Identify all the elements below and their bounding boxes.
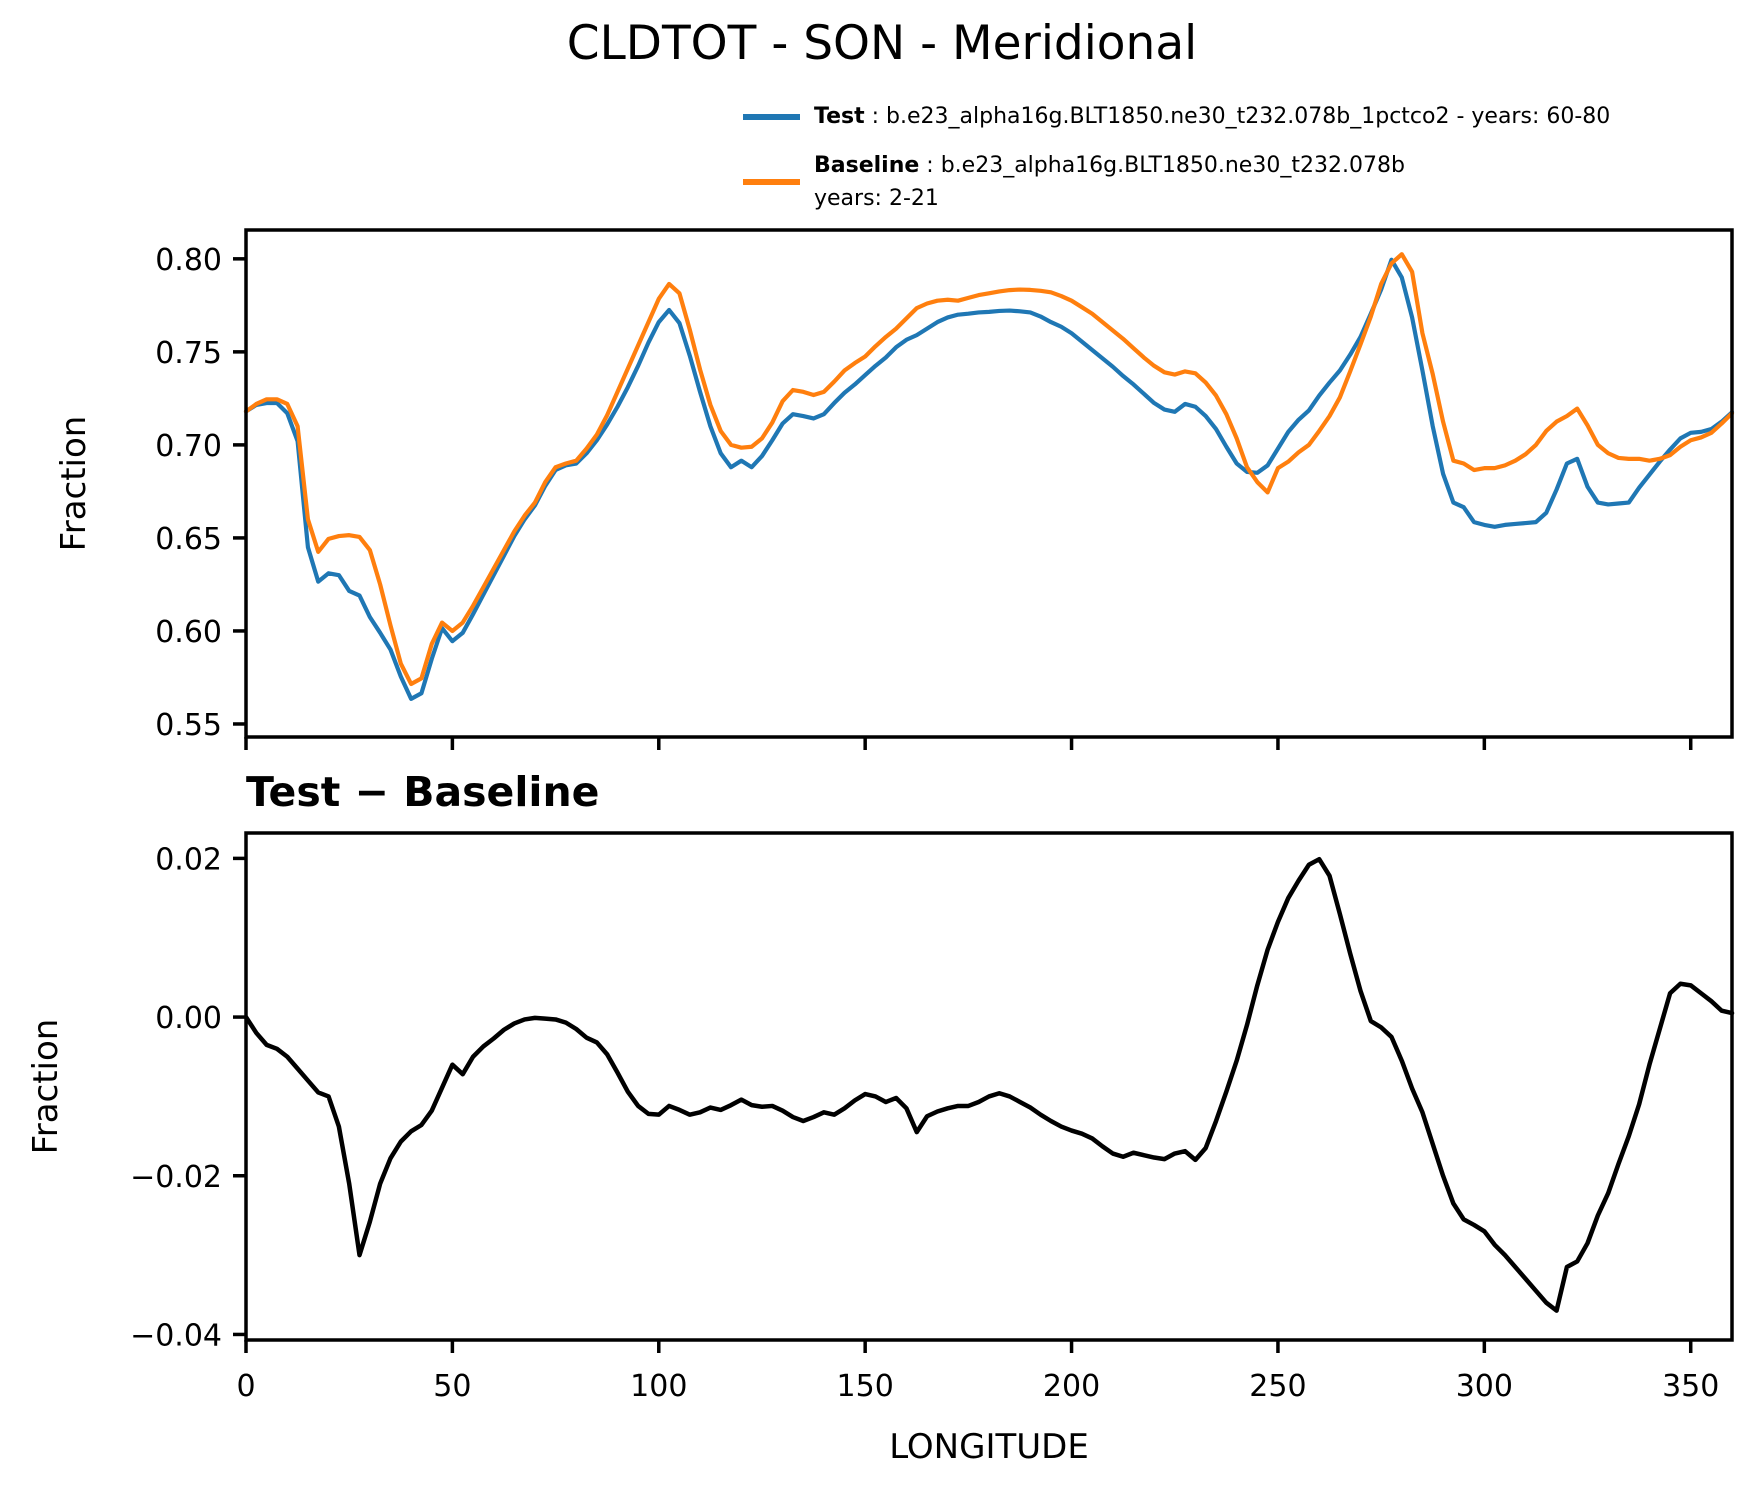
y-tick-label: 0.70 [155,429,222,464]
diff-plot-y-axis: 0.02 0.00 −0.02 −0.04 [130,842,246,1353]
test-line [243,257,1735,701]
legend-baseline-text: Baseline : b.e23_alpha16g.BLT1850.ne30_t… [814,149,1405,215]
diff-line [243,856,1735,1313]
diff-plot-xlabel: LONGITUDE [889,1427,1089,1467]
y-tick-label: −0.04 [130,1318,222,1353]
x-tick-label: 50 [433,1369,471,1404]
diff-plot-frame [244,831,1734,1342]
diff-plot-ylabel: Fraction [26,1019,66,1155]
x-tick-label: 100 [630,1369,687,1404]
y-tick-label: 0.02 [155,842,222,877]
x-tick-label: 350 [1662,1369,1719,1404]
y-tick-label: −0.02 [130,1160,222,1195]
y-tick-label: 0.65 [155,522,222,557]
diff-plot-x-axis: 0 50 100 150 200 250 300 350 [236,1340,1719,1404]
top-plot-ylabel: Fraction [54,416,94,552]
figure-title: CLDTOT - SON - Meridional [566,16,1198,71]
x-tick-label: 0 [236,1369,255,1404]
x-tick-label: 250 [1249,1369,1306,1404]
legend: Test : b.e23_alpha16g.BLT1850.ne30_t232.… [743,100,1610,231]
legend-baseline-label: Baseline [814,153,920,178]
legend-baseline-years: years: 2-21 [814,186,939,211]
y-tick-label: 0.60 [155,615,222,650]
y-tick-label: 0.75 [155,336,222,371]
baseline-line [243,252,1735,687]
x-tick-label: 200 [1043,1369,1100,1404]
legend-item-test: Test : b.e23_alpha16g.BLT1850.ne30_t232.… [743,100,1610,133]
y-tick-label: 0.80 [155,243,222,278]
x-tick-label: 150 [837,1369,894,1404]
x-tick-label: 300 [1456,1369,1513,1404]
y-tick-label: 0.55 [155,708,222,743]
top-plot-frame [244,228,1734,739]
top-plot: 0.80 0.75 0.70 0.65 0.60 0.55 Fraction [54,228,1735,750]
legend-baseline-desc: b.e23_alpha16g.BLT1850.ne30_t232.078b [940,153,1405,178]
test-line-swatch [743,113,800,120]
legend-test-text: Test : b.e23_alpha16g.BLT1850.ne30_t232.… [814,100,1610,133]
legend-test-desc: b.e23_alpha16g.BLT1850.ne30_t232.078b_1p… [886,104,1611,129]
baseline-line-swatch [743,179,800,185]
legend-item-baseline: Baseline : b.e23_alpha16g.BLT1850.ne30_t… [743,149,1610,215]
legend-test-sep: : [864,104,887,129]
top-plot-x-axis [244,737,1693,750]
y-tick-label: 0.00 [155,1001,222,1036]
top-plot-y-axis: 0.80 0.75 0.70 0.65 0.60 0.55 [155,243,246,743]
diff-plot: 0 50 100 150 200 250 300 350 0.02 0.00 −0.02 −0.04 F… [26,831,1735,1467]
legend-test-label: Test [814,104,865,129]
diff-plot-title: Test − Baseline [246,768,600,816]
legend-baseline-sep: : [919,153,941,178]
